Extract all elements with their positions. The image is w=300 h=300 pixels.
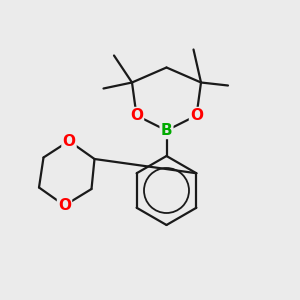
Text: B: B: [161, 123, 172, 138]
Text: O: O: [62, 134, 76, 148]
Text: O: O: [58, 198, 71, 213]
Text: O: O: [130, 108, 143, 123]
Text: O: O: [190, 108, 203, 123]
